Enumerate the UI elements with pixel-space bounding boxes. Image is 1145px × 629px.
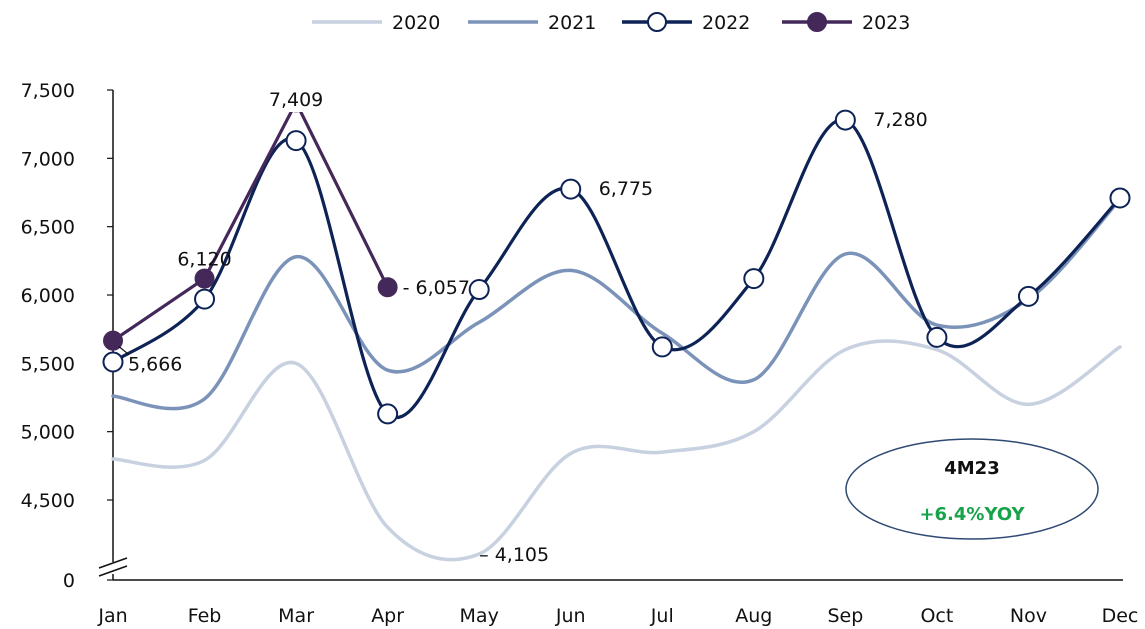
legend-label: 2023 [862, 12, 910, 34]
data-label-apr: - 6,057 [403, 277, 470, 299]
y-tick-label: 0 [63, 570, 75, 592]
data-labels: 5,666 6,120 7,409 - 6,057 – 4,105 6,775 7,280 [118, 84, 928, 566]
data-point-2022-nov [1017, 285, 1039, 307]
svg-text:7,409: 7,409 [269, 89, 323, 111]
y-tick-label: 7,500 [21, 80, 75, 102]
series-line-2020 [111, 339, 1122, 562]
data-label-sep: 7,280 [873, 109, 927, 131]
y-tick-label: 6,000 [21, 285, 75, 307]
annotation-ellipse [845, 438, 1099, 540]
y-tick-label: 4,500 [21, 490, 75, 512]
data-point-2023-jan [103, 330, 123, 351]
x-tick-label: Jan [97, 605, 127, 627]
svg-text:6,120: 6,120 [177, 249, 231, 271]
data-point-2022-mar [285, 130, 307, 152]
series-layer [102, 92, 1131, 562]
data-point-2022-oct [926, 326, 948, 348]
series-line-2021 [111, 197, 1122, 411]
x-tick-label: Jul [650, 605, 674, 627]
x-tick-label: Aug [735, 605, 772, 627]
data-point-2023-feb [194, 268, 215, 289]
data-point-2022-jun [560, 178, 582, 200]
series-2022 [102, 109, 1131, 425]
data-point-2022-jan [102, 351, 124, 373]
data-point-2022-sep [834, 109, 856, 131]
series-line-2023 [111, 100, 390, 343]
legend-label: 2021 [548, 12, 596, 34]
data-point-2022-dec [1109, 187, 1131, 209]
data-label-mar: 7,409 [266, 84, 327, 112]
svg-text:6,775: 6,775 [599, 178, 653, 200]
svg-text:7,280: 7,280 [873, 109, 927, 131]
x-tick-label: Dec [1102, 605, 1139, 627]
svg-text:– 4,105: – 4,105 [479, 544, 549, 566]
data-point-2022-aug [743, 268, 765, 290]
legend-item-2023: 2023 [782, 12, 910, 34]
x-tick-label: Feb [188, 605, 222, 627]
legend-item-2022: 2022 [622, 12, 750, 34]
x-tick-label: Apr [371, 605, 404, 627]
y-tick-label: 7,000 [21, 148, 75, 170]
y-tick-label: 5,000 [21, 422, 75, 444]
x-tick-label: May [460, 605, 499, 627]
svg-text:5,666: 5,666 [128, 354, 182, 376]
data-label-jun: 6,775 [599, 178, 653, 200]
axis-break-mark [98, 557, 128, 577]
x-tick-label: Jun [555, 605, 586, 627]
legend-label: 2020 [392, 12, 440, 34]
series-2020 [111, 339, 1122, 562]
data-point-2022-jul [651, 336, 673, 358]
y-tick-label: 6,500 [21, 217, 75, 239]
data-label-feb: 6,120 [177, 249, 231, 271]
data-point-2023-apr [377, 277, 398, 298]
series-2021 [111, 197, 1122, 411]
annotation-yoy-value: +6.4%YOY [919, 504, 1025, 525]
x-tick-label: Mar [278, 605, 314, 627]
axes: 0 4,500 5,000 5,500 6,000 6,500 7,000 7,500 Jan F… [21, 80, 1139, 627]
legend-item-2020: 2020 [312, 12, 440, 34]
annotation-title: 4M23 [944, 458, 1000, 479]
legend-label: 2022 [702, 12, 750, 34]
data-point-2022-apr [377, 403, 399, 425]
data-label-jan: 5,666 [118, 346, 182, 376]
data-point-2022-feb [194, 288, 216, 310]
y-tick-label: 5,500 [21, 353, 75, 375]
x-tick-label: Nov [1010, 605, 1047, 627]
legend: 2020 2021 2022 2023 [312, 12, 910, 34]
data-point-2022-may [468, 279, 490, 301]
svg-text:- 6,057: - 6,057 [403, 277, 470, 299]
x-tick-label: Oct [920, 605, 953, 627]
series-2023 [103, 92, 398, 351]
x-tick-label: Sep [827, 605, 863, 627]
data-label-may: – 4,105 [479, 544, 549, 566]
yoy-annotation: 4M23 +6.4%YOY [845, 438, 1099, 540]
legend-item-2021: 2021 [468, 12, 596, 34]
